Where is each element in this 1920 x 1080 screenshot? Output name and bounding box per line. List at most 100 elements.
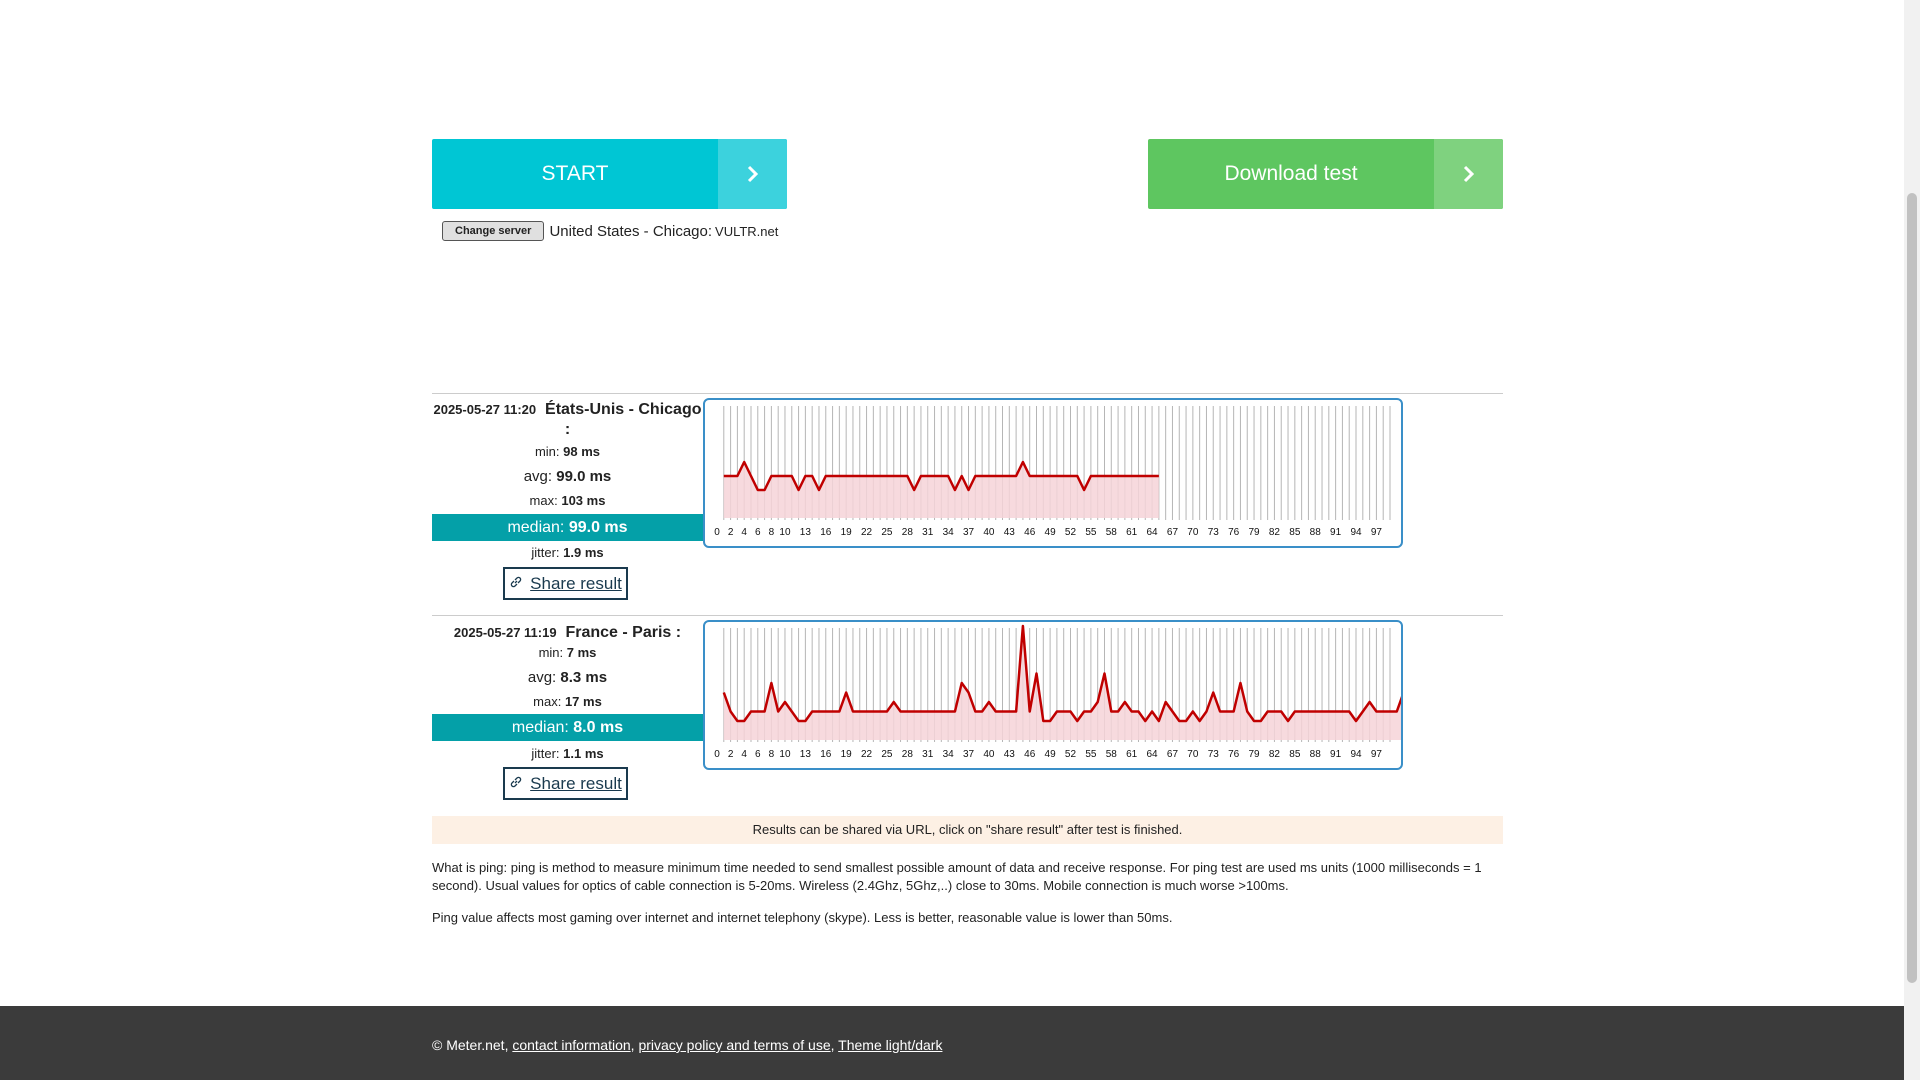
x-tick-label: 43 xyxy=(1004,749,1016,760)
median-stat: median: 8.0 ms xyxy=(432,714,703,741)
start-button[interactable]: START xyxy=(432,139,787,209)
x-tick-label: 55 xyxy=(1085,527,1097,538)
max-value: 17 ms xyxy=(564,694,602,709)
min-value: 7 ms xyxy=(566,645,597,660)
min-label: min: xyxy=(534,444,560,459)
share-result-button[interactable]: Share result xyxy=(503,567,628,600)
result-date: 2025-05-27 11:19 xyxy=(453,625,557,640)
x-tick-label: 79 xyxy=(1248,749,1260,760)
jitter-value: 1.9 ms xyxy=(563,545,604,560)
share-notice: Results can be shared via URL, click on … xyxy=(432,816,1503,844)
privacy-link[interactable]: privacy policy and terms of use xyxy=(638,1037,831,1053)
x-tick-label: 58 xyxy=(1106,749,1118,760)
max-value: 103 ms xyxy=(561,493,606,508)
scrollbar[interactable] xyxy=(1904,0,1920,1080)
jitter-value: 1.1 ms xyxy=(563,746,604,761)
x-tick-label: 88 xyxy=(1310,527,1322,538)
ping-chart: 0 2 4 6 8 10 13 16 19 22 25 28 31 34 37 40 43 46 49 52 55 58 6… xyxy=(703,620,1403,770)
jitter-stat: jitter: 1.9 ms xyxy=(432,545,703,560)
x-tick-label: 49 xyxy=(1045,749,1057,760)
x-tick-label: 2 xyxy=(728,527,734,538)
min-value: 98 ms xyxy=(563,444,601,459)
share-result-label: Share result xyxy=(530,573,622,593)
series-line xyxy=(722,624,1401,723)
median-value: 99.0 ms xyxy=(568,519,628,536)
x-tick-label: 6 xyxy=(755,527,761,538)
x-tick-label: 91 xyxy=(1330,749,1342,760)
divider xyxy=(432,393,1503,394)
link-icon xyxy=(509,574,523,594)
x-tick-label: 52 xyxy=(1065,527,1077,538)
result-location: États-Unis - Chicago : xyxy=(545,401,702,438)
x-tick-label: 4 xyxy=(741,749,747,760)
share-result-button[interactable]: Share result xyxy=(503,767,628,800)
median-value: 8.0 ms xyxy=(573,719,624,736)
x-tick-label: 46 xyxy=(1024,527,1036,538)
x-tick-label: 67 xyxy=(1167,527,1179,538)
x-tick-label: 8 xyxy=(769,749,775,760)
x-tick-label: 4 xyxy=(741,527,747,538)
max-stat: max: 103 ms xyxy=(432,493,703,508)
x-tick-label: 61 xyxy=(1126,749,1138,760)
x-tick-label: 55 xyxy=(1085,749,1097,760)
x-tick-label: 28 xyxy=(902,749,914,760)
series-line xyxy=(723,460,1159,492)
x-tick-label: 67 xyxy=(1167,749,1179,760)
avg-value: 99.0 ms xyxy=(556,468,612,485)
copyright: © Meter.net, xyxy=(432,1037,509,1053)
change-server-button[interactable]: Change server xyxy=(442,221,545,241)
result-header: 2025-05-27 11:19 France - Paris : xyxy=(432,623,703,643)
x-tick-label: 16 xyxy=(820,527,832,538)
contact-link[interactable]: contact information xyxy=(512,1037,631,1053)
x-tick-label: 31 xyxy=(922,749,934,760)
avg-value: 8.3 ms xyxy=(560,669,608,686)
result-header: 2025-05-27 11:20 États-Unis - Chicago : xyxy=(432,400,703,440)
result-block: 2025-05-27 11:20 États-Unis - Chicago : … xyxy=(432,397,1503,607)
x-tick-label: 6 xyxy=(755,749,761,760)
x-tick-label: 13 xyxy=(800,749,812,760)
x-tick-label: 82 xyxy=(1269,749,1281,760)
download-test-button[interactable]: Download test xyxy=(1148,139,1503,209)
x-tick-label: 8 xyxy=(769,527,775,538)
median-label: median: xyxy=(507,519,565,536)
avg-label: avg: xyxy=(527,669,557,686)
footer-links: © Meter.net, contact information, privac… xyxy=(432,1037,943,1053)
x-tick-label: 2 xyxy=(728,749,734,760)
jitter-stat: jitter: 1.1 ms xyxy=(432,746,703,761)
x-tick-label: 37 xyxy=(963,527,975,538)
divider xyxy=(432,615,1503,616)
x-tick-label: 64 xyxy=(1147,527,1159,538)
x-tick-label: 40 xyxy=(983,749,995,760)
scrollbar-thumb[interactable] xyxy=(1907,193,1917,983)
x-tick-label: 88 xyxy=(1310,749,1322,760)
x-tick-label: 61 xyxy=(1126,527,1138,538)
x-tick-label: 46 xyxy=(1024,749,1036,760)
min-label: min: xyxy=(538,645,564,660)
result-date: 2025-05-27 11:20 xyxy=(433,402,537,417)
x-tick-label: 37 xyxy=(963,749,975,760)
x-tick-label: 0 xyxy=(714,527,720,538)
x-tick-label: 10 xyxy=(779,527,791,538)
x-tick-label: 13 xyxy=(800,527,812,538)
x-tick-label: 73 xyxy=(1208,749,1220,760)
x-tick-label: 82 xyxy=(1269,527,1281,538)
jitter-label: jitter: xyxy=(531,746,560,761)
result-block: 2025-05-27 11:19 France - Paris : min: 7… xyxy=(432,620,1503,810)
share-result-label: Share result xyxy=(530,773,622,793)
theme-toggle-link[interactable]: Theme light/dark xyxy=(838,1037,943,1053)
x-tick-label: 94 xyxy=(1350,527,1362,538)
x-tick-label: 85 xyxy=(1289,527,1301,538)
median-label: median: xyxy=(511,719,569,736)
jitter-label: jitter: xyxy=(531,545,560,560)
x-tick-label: 22 xyxy=(861,749,873,760)
ping-chart: 0 2 4 6 8 10 13 16 19 22 25 28 31 34 37 40 43 46 49 52 55 58 6… xyxy=(703,398,1403,548)
x-tick-label: 76 xyxy=(1228,749,1240,760)
x-tick-label: 97 xyxy=(1371,749,1383,760)
x-tick-label: 19 xyxy=(841,527,853,538)
chevron-right-icon xyxy=(718,139,787,209)
ping-description: What is ping: ping is method to measure … xyxy=(432,860,1482,893)
min-stat: min: 98 ms xyxy=(432,444,703,459)
x-tick-label: 28 xyxy=(902,527,914,538)
x-tick-label: 79 xyxy=(1248,527,1260,538)
link-icon xyxy=(509,774,523,794)
